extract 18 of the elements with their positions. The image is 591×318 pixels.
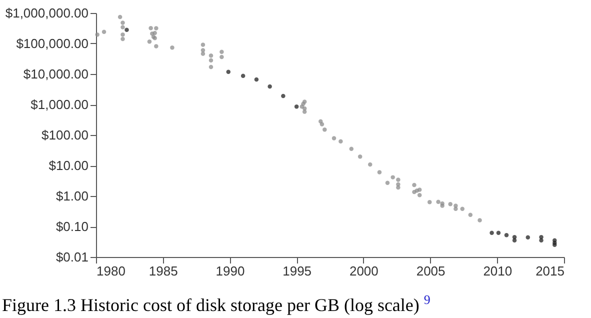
x-tick-label: 1990 [216,264,245,278]
x-tick-label: 2015 [536,264,564,278]
y-tick-label: $100,000.00 [16,36,88,51]
y-tick-label: $1,000,000.00 [5,6,88,20]
x-tick-label: 1995 [282,264,312,278]
y-tick-label: $1.00 [56,188,88,204]
y-tick-label: $10,000.00 [23,66,88,82]
y-tick-label: $0.10 [56,219,88,234]
x-tick-label: 2000 [349,264,378,278]
y-tick-label: $100.00 [42,128,88,142]
y-tick-label: $0.01 [56,250,88,264]
caption: Figure 1.3 Historic cost of disk storage per GB (log scale) $^{9}$ [2,291,432,316]
x-tick-label: 2010 [483,264,512,278]
y-tick-label: $1,000.00 [30,97,88,112]
x-tick-label: 2005 [416,264,446,278]
x-tick-label: 1985 [148,264,178,278]
x-tick-label: 1980 [96,264,126,278]
y-tick-label: $10.00 [48,158,88,173]
